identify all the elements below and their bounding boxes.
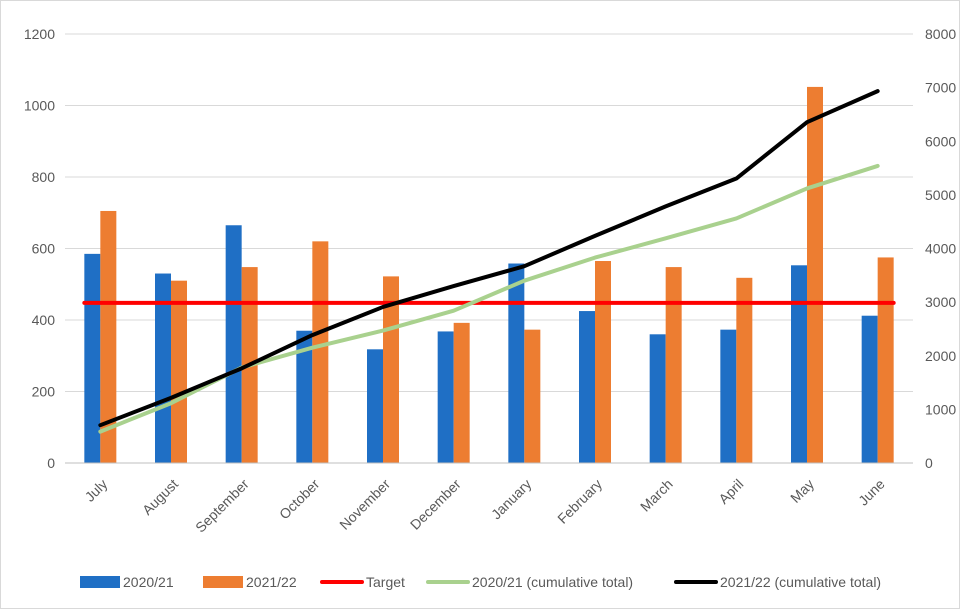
legend-swatch — [203, 576, 243, 588]
y-left-tick-label: 800 — [32, 169, 56, 185]
y-left-tick-label: 1000 — [24, 98, 55, 114]
y-left-tick-label: 600 — [32, 241, 56, 257]
bar-2020-21 — [437, 331, 454, 463]
y-right-tick-label: 2000 — [925, 348, 956, 364]
bar-2021-22 — [524, 329, 541, 463]
legend-item-2021-22: 2021/22 — [203, 574, 297, 590]
y-right-tick-label: 6000 — [925, 133, 956, 149]
bar-2020-21 — [579, 311, 595, 463]
y-left-tick-label: 1200 — [24, 26, 55, 42]
y-left-tick-label: 200 — [32, 384, 56, 400]
bar-2020-21 — [861, 315, 878, 463]
bar-2020-21 — [367, 349, 383, 463]
bar-2020-21 — [84, 253, 101, 463]
y-right-tick-label: 3000 — [925, 294, 956, 310]
y-right-tick-label: 0 — [925, 455, 933, 471]
legend-item-2020-21-cumulative-total: 2020/21 (cumulative total) — [426, 574, 633, 590]
line-2021-22-cumulative-total — [98, 89, 880, 428]
bar-2020-21 — [508, 263, 525, 463]
bar-2020-21 — [649, 334, 666, 463]
legend-label: 2021/22 (cumulative total) — [720, 574, 881, 590]
bar-2020-21 — [225, 225, 242, 463]
bar-2020-21 — [155, 273, 171, 463]
y-right-tick-label: 8000 — [925, 26, 956, 42]
y-right-tick-label: 4000 — [925, 241, 956, 257]
legend: 2020/21 2021/22 Target 2020/21 (cumulative … — [80, 574, 881, 590]
legend-item-target: Target — [320, 574, 405, 590]
bar-2020-21 — [296, 330, 313, 463]
bar-2021-22 — [312, 241, 329, 463]
legend-label: 2020/21 (cumulative total) — [472, 574, 633, 590]
bar-2021-22 — [100, 210, 117, 463]
legend-item-2020-21: 2020/21 — [80, 574, 174, 590]
lines — [82, 89, 896, 434]
bar-2021-22 — [736, 277, 753, 463]
bar-2021-22 — [807, 86, 823, 463]
bar-2021-22 — [595, 261, 611, 463]
legend-label: 2021/22 — [246, 574, 297, 590]
bar-2020-21 — [720, 329, 737, 463]
bars — [84, 86, 894, 463]
y-left-tick-label: 400 — [32, 312, 56, 328]
bar-2021-22 — [877, 257, 894, 463]
bar-2021-22 — [453, 322, 470, 463]
y-right-tick-label: 7000 — [925, 80, 956, 96]
y-right-tick-label: 1000 — [925, 401, 956, 417]
legend-swatch — [80, 576, 120, 588]
bar-2021-22 — [171, 280, 187, 463]
legend-label: Target — [366, 574, 405, 590]
legend-item-2021-22-cumulative-total: 2021/22 (cumulative total) — [674, 574, 881, 590]
y-right-tick-label: 5000 — [925, 187, 956, 203]
y-left-tick-label: 0 — [47, 455, 55, 471]
bar-2021-22 — [383, 276, 399, 463]
bar-2021-22 — [665, 267, 682, 463]
legend-label: 2020/21 — [123, 574, 174, 590]
bar-2020-21 — [791, 265, 807, 463]
